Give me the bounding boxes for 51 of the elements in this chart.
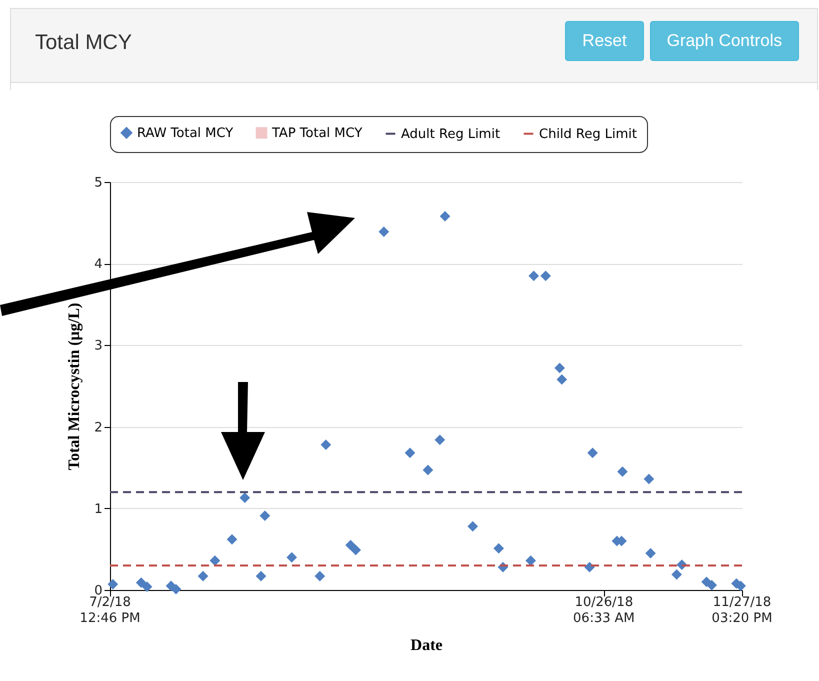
y-tick-label: 4 <box>94 257 102 272</box>
y-tick-label: 5 <box>94 176 102 190</box>
point <box>142 581 152 592</box>
point <box>525 555 536 566</box>
x-tick-label: 11/27/18 03:20 PM <box>712 595 772 626</box>
point <box>706 580 717 590</box>
point <box>314 570 326 582</box>
point <box>350 544 362 556</box>
point <box>671 569 682 580</box>
y-tick-label: 1 <box>94 502 102 517</box>
point <box>617 466 628 477</box>
text: Graph Controls <box>650 21 799 61</box>
y-axis-title: Total Microcystin (µg/L) <box>66 302 84 470</box>
point <box>260 510 270 521</box>
point <box>286 552 297 563</box>
point <box>170 584 182 594</box>
point <box>587 448 598 458</box>
point <box>210 555 220 566</box>
point <box>540 270 551 282</box>
y-tick-label: 3 <box>94 338 102 354</box>
point <box>584 562 595 572</box>
y-tick-label: 2 <box>94 420 102 436</box>
chart-title: Total MCY <box>35 31 132 55</box>
x-tick-label: 7/2/18 12:46 PM <box>80 595 140 626</box>
point <box>378 226 390 238</box>
point <box>422 464 434 476</box>
point <box>554 362 565 374</box>
point <box>645 548 656 559</box>
point <box>440 211 450 222</box>
point <box>434 434 446 446</box>
point <box>468 521 478 532</box>
point <box>108 579 118 590</box>
point <box>226 534 238 545</box>
x-tick-label: 10/26/18 06:33 AM <box>573 595 635 626</box>
point <box>256 570 266 582</box>
legend-label: Child Reg Limit <box>539 126 637 142</box>
legend-label: Adult Reg Limit <box>401 126 500 142</box>
point <box>240 492 250 504</box>
legend-label: TAP Total MCY <box>271 126 362 141</box>
point <box>320 440 332 450</box>
x-axis-title: Date <box>410 637 442 654</box>
point <box>345 540 356 550</box>
point <box>528 270 539 282</box>
legend-label: RAW Total MCY <box>137 126 234 141</box>
point <box>493 543 504 554</box>
point <box>556 374 568 385</box>
point <box>198 570 208 582</box>
text: Reset <box>565 21 644 61</box>
point <box>404 448 416 458</box>
point <box>644 474 654 484</box>
point <box>136 577 146 588</box>
